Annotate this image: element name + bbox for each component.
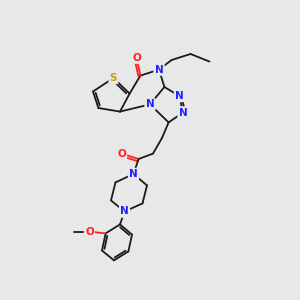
Text: O: O xyxy=(85,226,94,237)
Text: N: N xyxy=(178,107,188,118)
Text: N: N xyxy=(175,91,184,101)
Text: O: O xyxy=(132,52,141,63)
Text: N: N xyxy=(129,169,138,179)
Text: S: S xyxy=(110,73,117,83)
Text: O: O xyxy=(117,148,126,159)
Text: N: N xyxy=(120,206,129,217)
Text: N: N xyxy=(154,64,164,75)
Text: N: N xyxy=(146,99,154,110)
